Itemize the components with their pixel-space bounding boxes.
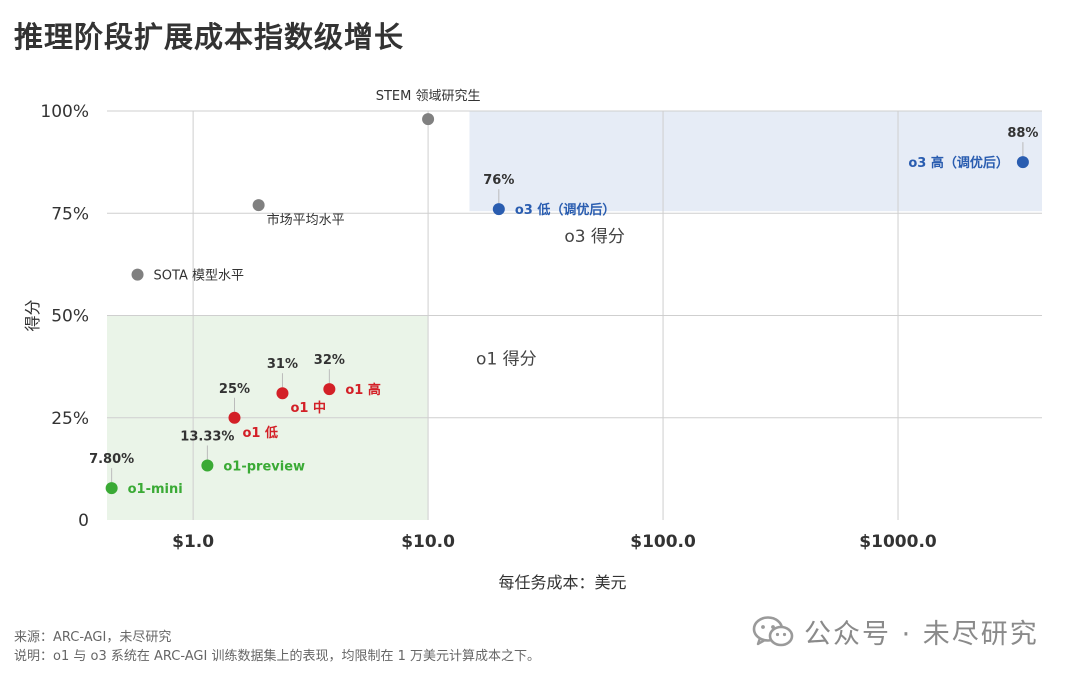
data-point xyxy=(422,113,435,126)
point-label: o1 高 xyxy=(345,382,381,398)
data-point xyxy=(201,459,214,472)
wechat-icon xyxy=(752,615,794,646)
y-tick-label: 25% xyxy=(51,409,89,429)
value-label: 7.80% xyxy=(89,452,134,467)
data-point xyxy=(492,203,505,216)
x-tick-label: $1.0 xyxy=(172,532,214,552)
data-point xyxy=(105,482,118,495)
x-tick-label: $10.0 xyxy=(401,532,455,552)
source-note: 来源：ARC-AGI，未尽研究 xyxy=(14,630,172,645)
data-point xyxy=(131,268,144,281)
watermark-text: 公众号 · 未尽研究 xyxy=(804,619,1039,650)
region-label-0: o3 得分 xyxy=(564,227,625,247)
y-tick-label: 0 xyxy=(78,511,89,531)
point-label: o3 高（调优后） xyxy=(908,155,1009,171)
x-tick-label: $1000.0 xyxy=(859,532,937,552)
chart-title: 推理阶段扩展成本指数级增长 xyxy=(14,20,405,54)
point-label: o1-preview xyxy=(223,459,305,474)
y-axis-label: 得分 xyxy=(23,299,42,331)
value-label: 13.33% xyxy=(180,429,234,444)
explanation-note: 说明：o1 与 o3 系统在 ARC-AGI 训练数据集上的表现，均限制在 1 … xyxy=(14,649,540,664)
data-point xyxy=(276,387,289,400)
data-point xyxy=(252,199,265,212)
region-label-1: o1 得分 xyxy=(476,350,537,370)
point-label: SOTA 模型水平 xyxy=(154,269,244,284)
y-tick-label: 75% xyxy=(51,204,89,224)
point-label: o1-mini xyxy=(128,482,183,497)
value-label: 31% xyxy=(267,357,298,372)
point-label: o3 低（调优后） xyxy=(515,202,616,218)
chart-footer: 来源：ARC-AGI，未尽研究 说明：o1 与 o3 系统在 ARC-AGI 训… xyxy=(14,628,540,666)
scatter-chart: o3 得分 o1 得分 0 25% 50% 75% 100% $1.0 $10.0 $100.0 $… xyxy=(23,89,1043,592)
value-label: 32% xyxy=(314,353,345,368)
x-axis-label: 每任务成本：美元 xyxy=(498,573,626,592)
y-tick-label: 50% xyxy=(51,307,89,327)
value-label: 25% xyxy=(219,382,250,397)
point-label: STEM 领域研究生 xyxy=(376,89,481,104)
watermark: 公众号 · 未尽研究 xyxy=(752,612,1039,651)
region-0 xyxy=(469,111,1043,212)
data-point xyxy=(1016,156,1029,169)
data-point xyxy=(323,383,336,396)
value-label: 88% xyxy=(1007,126,1038,141)
y-tick-label: 100% xyxy=(40,102,89,122)
x-tick-label: $100.0 xyxy=(630,532,696,552)
point-label: 市场平均水平 xyxy=(267,212,345,228)
point-label: o1 低 xyxy=(242,425,278,441)
point-label: o1 中 xyxy=(290,400,326,416)
data-point xyxy=(228,411,241,424)
value-label: 76% xyxy=(483,173,514,188)
